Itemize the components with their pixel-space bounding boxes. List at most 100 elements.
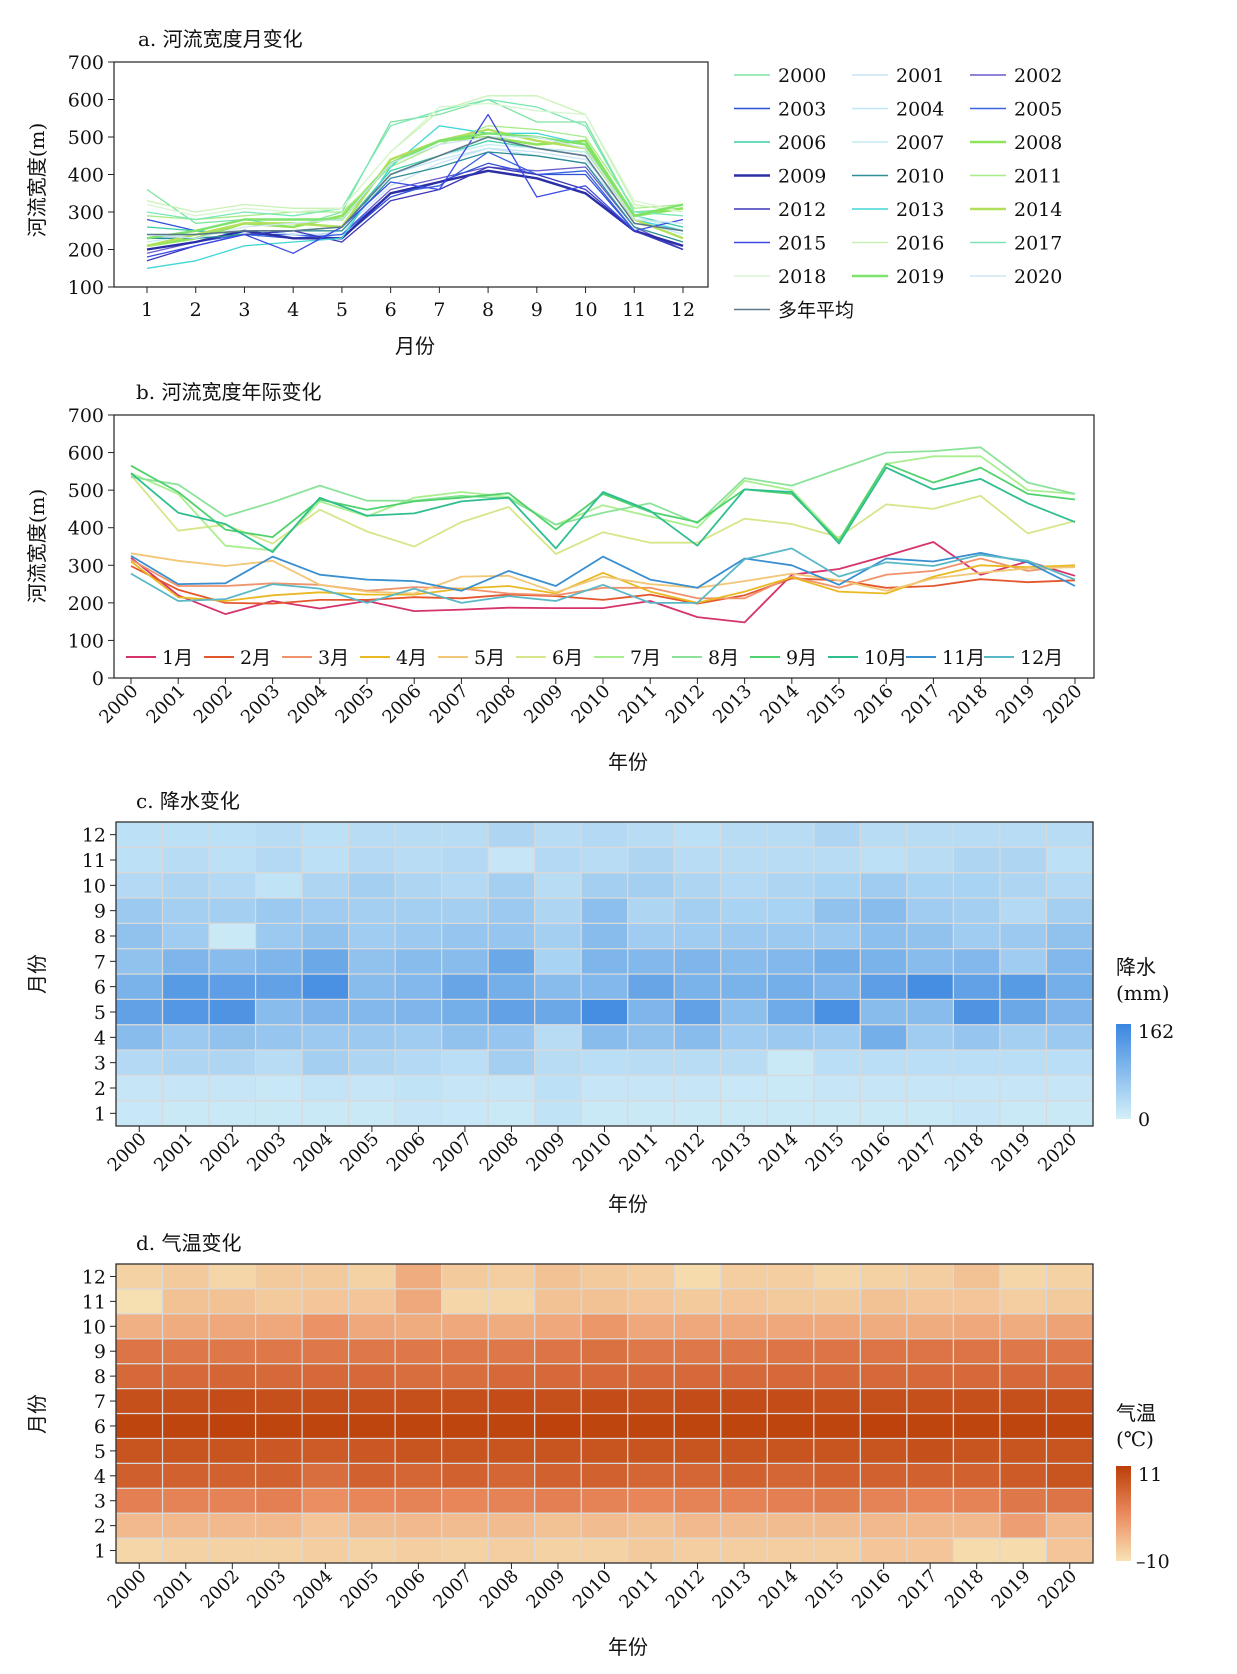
- c-cell: [766, 1049, 815, 1076]
- d-xtick-label: 2000: [104, 1566, 151, 1613]
- c-ytick-label: 1: [94, 1103, 106, 1125]
- c-cell: [813, 872, 861, 899]
- a-series-line-2009: [146, 169, 684, 251]
- d-cell: [161, 1412, 210, 1440]
- c-xtick-label: 2000: [104, 1129, 151, 1176]
- d-cell: [859, 1487, 908, 1514]
- d-cell: [1045, 1263, 1094, 1290]
- d-xtick-label: 2006: [383, 1566, 430, 1613]
- c-cell: [999, 872, 1048, 899]
- c-cell: [580, 1074, 629, 1102]
- d-cell: [952, 1387, 1001, 1415]
- b-ytick-label: 300: [68, 555, 104, 577]
- c-cell: [766, 973, 815, 1000]
- c-cell: [487, 1100, 536, 1127]
- d-cell: [999, 1338, 1048, 1365]
- c-cell: [999, 998, 1048, 1026]
- a-legend-label: 2014: [1014, 199, 1062, 221]
- b-xtick-label: 2020: [1039, 681, 1086, 728]
- c-cell: [348, 922, 396, 950]
- c-cell: [441, 872, 489, 899]
- c-cell: [161, 897, 210, 924]
- c-cell: [952, 821, 1001, 848]
- d-xtick-label: 2015: [801, 1566, 848, 1613]
- d-cell: [208, 1387, 257, 1415]
- c-cell: [906, 897, 955, 924]
- c-cell: [115, 872, 164, 899]
- d-cell: [301, 1363, 350, 1390]
- b-legend-label: 1月: [162, 647, 193, 669]
- c-ytick-label: 9: [94, 901, 106, 923]
- c-cell: [161, 998, 210, 1026]
- d-ytick-label: 8: [94, 1366, 106, 1388]
- b-xtick-label: 2016: [850, 681, 897, 728]
- a-series-line-多年平均: [147, 136, 684, 236]
- b-ytick-label: 500: [68, 480, 104, 502]
- c-cell: [441, 922, 489, 950]
- c-xtick-label: 2001: [150, 1129, 197, 1176]
- d-cell: [952, 1313, 1001, 1340]
- c-cell: [859, 973, 908, 1000]
- c-cell: [208, 998, 257, 1026]
- d-xtick-label: 2019: [988, 1566, 1035, 1613]
- d-cell: [534, 1512, 582, 1539]
- c-cell: [394, 846, 443, 874]
- d-cell: [394, 1412, 443, 1440]
- c-cell: [254, 897, 303, 924]
- a-legend-label: 2019: [896, 266, 944, 288]
- d-cell: [208, 1462, 257, 1489]
- d-cell: [348, 1288, 396, 1315]
- d-cell: [580, 1363, 629, 1390]
- d-cell: [487, 1263, 536, 1290]
- d-cell: [115, 1363, 164, 1390]
- b-ytick-label: 600: [68, 443, 104, 465]
- c-xtick-label: 2015: [801, 1129, 848, 1176]
- d-cell: [766, 1313, 815, 1340]
- c-cell: [1045, 948, 1094, 975]
- d-cell: [534, 1363, 582, 1390]
- d-cell: [673, 1487, 722, 1514]
- d-cell: [348, 1387, 396, 1415]
- panel-c-title: c. 降水变化: [136, 789, 240, 813]
- d-cell: [441, 1437, 489, 1464]
- d-cell: [952, 1462, 1001, 1489]
- d-ytick-label: 7: [94, 1391, 106, 1413]
- a-legend-label: 2008: [1014, 132, 1062, 154]
- c-cell: [441, 1100, 489, 1127]
- c-cell: [627, 973, 675, 1000]
- d-cell: [580, 1313, 629, 1340]
- a-legend-label: 2020: [1014, 266, 1062, 288]
- b-xtick-label: 2011: [614, 681, 661, 728]
- d-cell: [208, 1363, 257, 1390]
- d-cell: [1045, 1537, 1094, 1564]
- panel-d-colorbar-title: 气温: [1116, 1401, 1156, 1425]
- c-cell: [487, 998, 536, 1026]
- c-cell: [394, 1049, 443, 1076]
- c-xtick-label: 2008: [476, 1129, 523, 1176]
- a-series-line-2018: [146, 102, 684, 217]
- c-cell: [441, 1049, 489, 1076]
- b-ytick-label: 200: [68, 593, 104, 615]
- c-cell: [534, 846, 582, 874]
- c-cell: [720, 973, 768, 1000]
- d-cell: [394, 1288, 443, 1315]
- d-cell: [766, 1263, 815, 1290]
- c-cell: [859, 897, 908, 924]
- b-xtick-label: 2006: [378, 681, 425, 728]
- d-cell: [394, 1537, 443, 1564]
- a-xtick-label: 8: [482, 299, 494, 321]
- d-cell: [720, 1363, 768, 1390]
- a-xtick-label: 9: [531, 299, 543, 321]
- c-cell: [301, 872, 350, 899]
- c-cell: [627, 1024, 675, 1051]
- d-cell: [627, 1412, 675, 1440]
- d-cell: [161, 1263, 210, 1290]
- d-cell: [1045, 1462, 1094, 1489]
- d-cell: [534, 1338, 582, 1365]
- d-cell: [394, 1338, 443, 1365]
- d-cell: [906, 1387, 955, 1415]
- d-cell: [859, 1512, 908, 1539]
